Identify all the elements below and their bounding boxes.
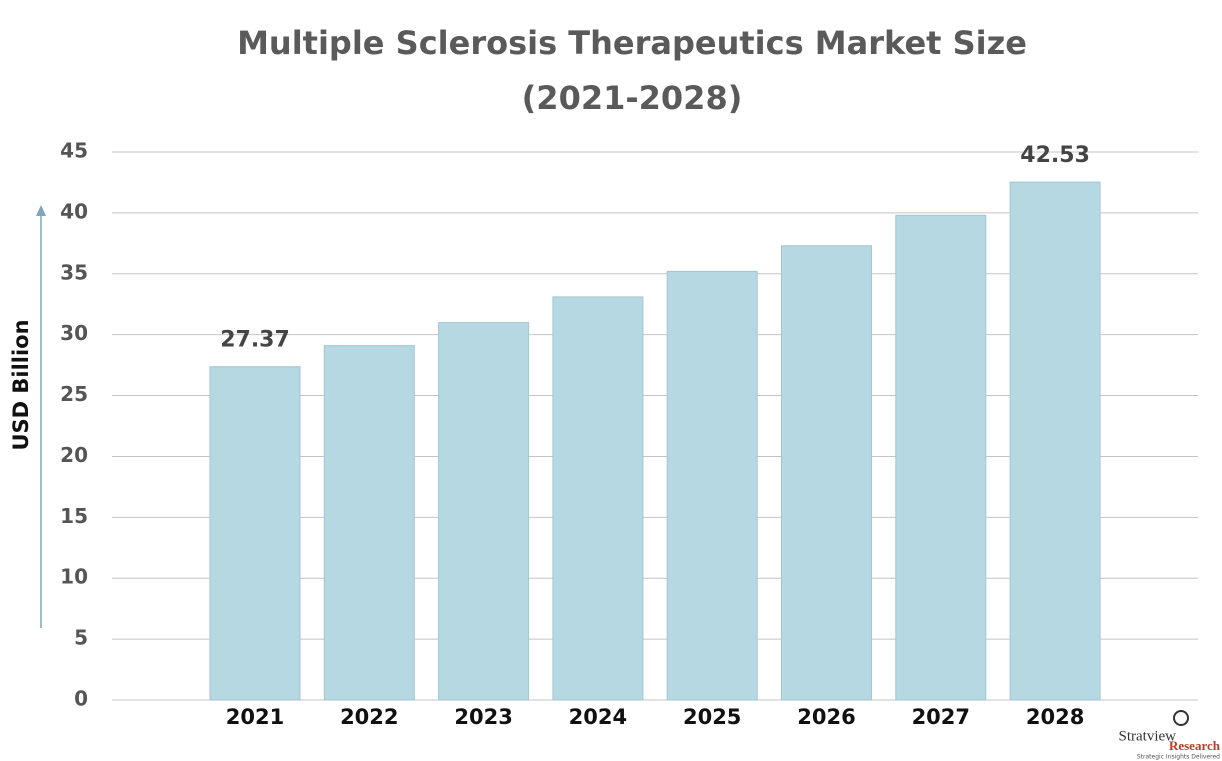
bar [781,245,872,701]
bar [552,296,644,701]
y-tick-label: 10 [60,565,88,589]
bar [1009,181,1101,701]
bar [666,270,758,701]
logo: Stratview Research Strategic Insights De… [1119,710,1221,761]
x-tick-label: 2021 [226,705,284,729]
y-axis-arrowhead [36,205,46,216]
data-label: 42.53 [1020,143,1090,168]
y-tick-label: 25 [60,382,88,406]
bar [895,214,987,701]
y-tick-label: 0 [74,687,88,711]
y-tick-label: 5 [74,626,88,650]
x-tick-label: 2027 [912,705,970,729]
x-tick-label: 2028 [1026,705,1084,729]
y-tick-label: 20 [60,443,88,467]
y-tick-label: 45 [60,139,88,163]
x-tick-label: 2025 [683,705,741,729]
x-tick-label: 2023 [454,705,512,729]
y-tick-label: 40 [60,199,88,223]
y-tick-label: 30 [60,321,88,345]
logo-name: Stratview [1119,728,1177,744]
y-tick-label: 35 [60,260,88,284]
x-tick-label: 2024 [569,705,627,729]
x-tick-label: 2022 [340,705,398,729]
bar [209,366,301,701]
logo-tagline: Strategic Insights Delivered [1137,754,1220,761]
logo-icon [1173,710,1189,726]
bar [323,345,415,701]
data-label: 27.37 [220,328,290,353]
logo-name2: Research [1169,738,1221,753]
y-axis-label: USD Billion [9,319,33,450]
chart-subtitle: (2021-2028) [522,79,743,117]
chart-title: Multiple Sclerosis Therapeutics Market S… [237,24,1027,62]
bar [438,321,530,701]
y-tick-label: 15 [60,504,88,528]
x-tick-label: 2026 [797,705,855,729]
